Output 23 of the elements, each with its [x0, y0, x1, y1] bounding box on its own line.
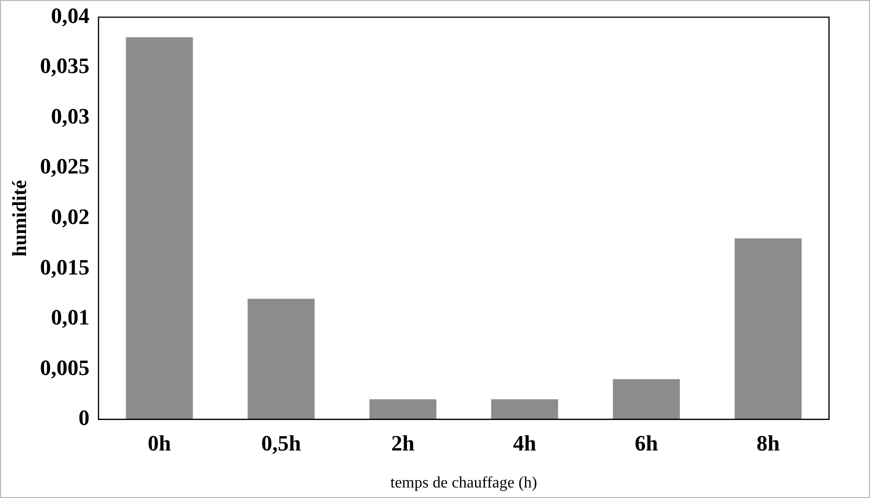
y-tick-label: 0,04	[51, 2, 90, 28]
bar	[734, 238, 802, 420]
y-tick-label: 0,035	[40, 53, 90, 78]
bar	[369, 399, 436, 420]
x-tick-label: 0,5h	[261, 430, 301, 456]
y-tick-label: 0,03	[51, 103, 90, 128]
y-tick-label: 0,015	[40, 254, 90, 280]
y-tick-label: 0,01	[51, 304, 90, 330]
y-tick-label: 0,025	[40, 154, 90, 179]
x-tick-label: 8h	[756, 430, 780, 456]
x-axis-title: temps de chauffage (h)	[390, 474, 538, 492]
bar	[248, 298, 315, 420]
x-tick-label: 2h	[391, 430, 414, 456]
y-tick-label: 0	[78, 405, 90, 430]
x-tick-label: 0h	[148, 430, 171, 456]
bar	[491, 399, 558, 420]
bar	[126, 37, 193, 420]
bar	[612, 379, 680, 420]
y-tick-label: 0,02	[51, 204, 90, 229]
x-tick-label: 4h	[513, 430, 536, 456]
y-axis-title: humidité	[9, 180, 32, 257]
x-tick-label: 6h	[634, 430, 658, 456]
y-tick-label: 0,005	[40, 354, 90, 380]
